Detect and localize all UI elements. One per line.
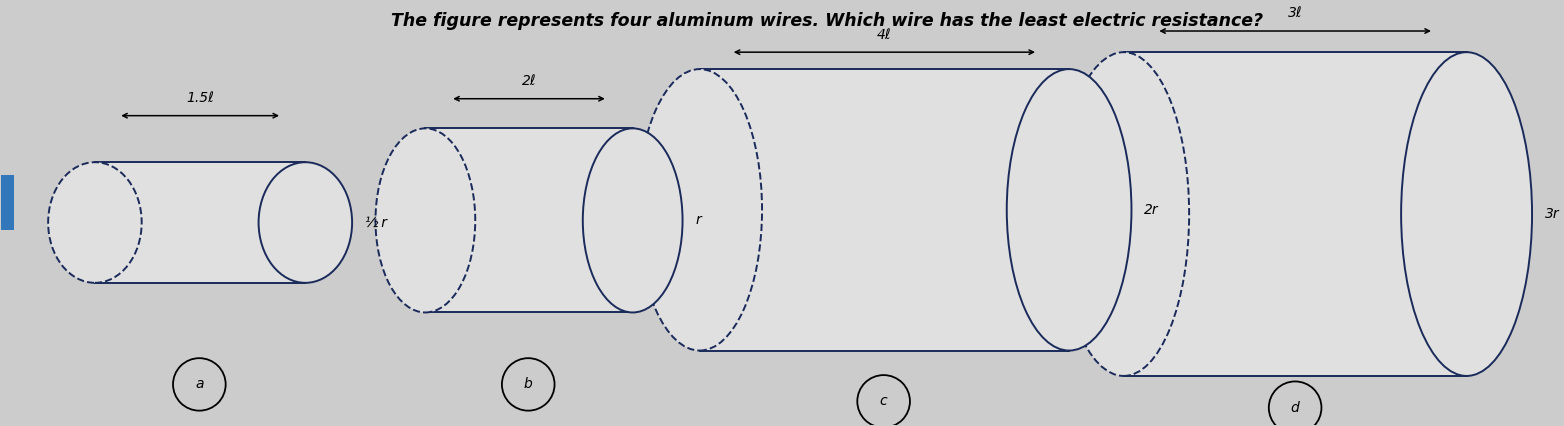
Ellipse shape [174, 358, 225, 411]
Ellipse shape [1268, 381, 1322, 426]
Text: 3ℓ: 3ℓ [1287, 6, 1303, 20]
Text: The figure represents four aluminum wires. Which wire has the least electric res: The figure represents four aluminum wire… [391, 12, 1264, 30]
Text: d: d [1290, 401, 1300, 414]
Ellipse shape [1007, 69, 1131, 351]
Text: ½ r: ½ r [364, 216, 386, 230]
Text: b: b [524, 377, 533, 391]
Ellipse shape [857, 375, 910, 426]
Text: 2ℓ: 2ℓ [522, 74, 536, 88]
Ellipse shape [375, 128, 475, 312]
Text: c: c [881, 394, 887, 409]
Text: 4ℓ: 4ℓ [877, 28, 891, 42]
Ellipse shape [48, 162, 142, 283]
Text: 3r: 3r [1545, 207, 1559, 221]
Ellipse shape [502, 358, 555, 411]
Text: a: a [196, 377, 203, 391]
Bar [2, 175, 14, 230]
Bar [425, 128, 633, 312]
Ellipse shape [1059, 52, 1189, 376]
Text: 2r: 2r [1143, 203, 1159, 217]
Ellipse shape [1401, 52, 1533, 376]
Bar [95, 162, 305, 283]
Ellipse shape [583, 128, 682, 312]
Ellipse shape [258, 162, 352, 283]
Text: r: r [694, 213, 701, 227]
Bar [699, 69, 1070, 351]
Text: 1.5ℓ: 1.5ℓ [186, 91, 214, 105]
Ellipse shape [638, 69, 762, 351]
Bar [1123, 52, 1467, 376]
